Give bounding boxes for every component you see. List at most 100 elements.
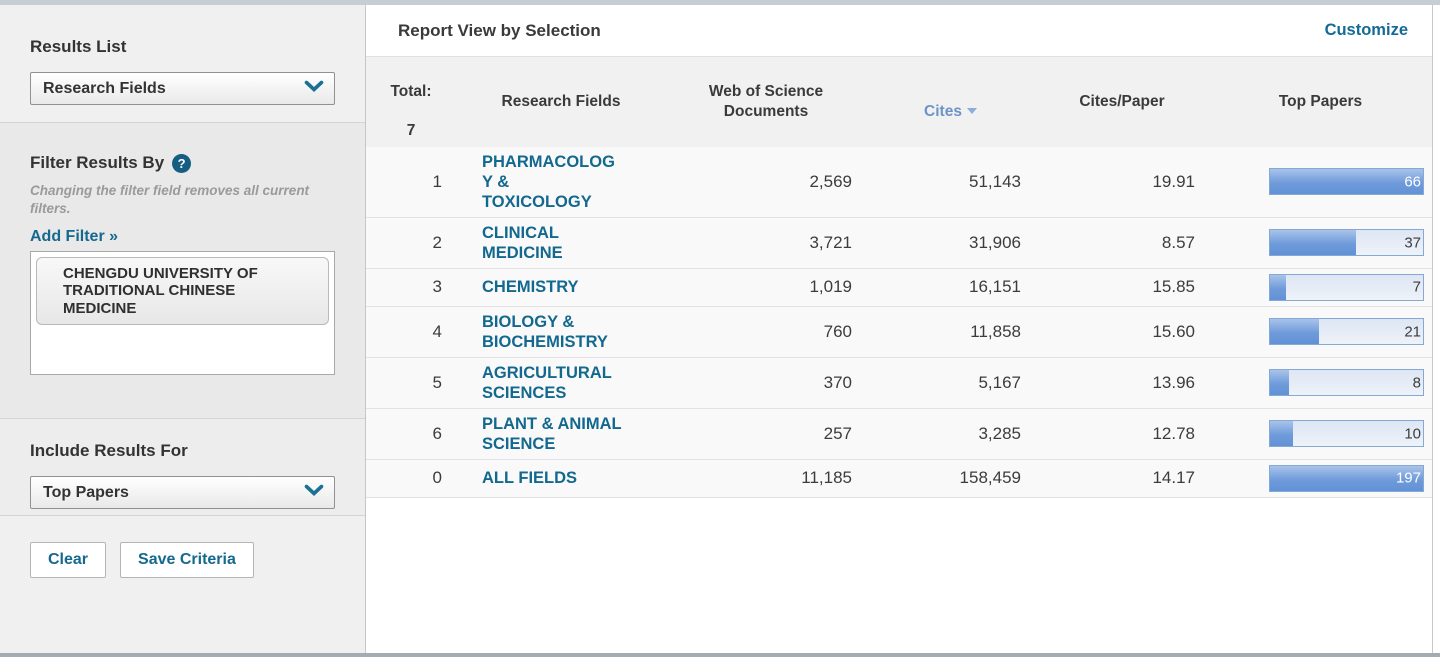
save-criteria-button[interactable]: Save Criteria <box>120 542 254 578</box>
top-papers-bar: 10 <box>1269 420 1424 447</box>
wos-documents-cell: 3,721 <box>809 232 852 252</box>
column-header-research-fields[interactable]: Research Fields <box>501 93 621 111</box>
sort-desc-icon <box>966 107 977 114</box>
wos-documents-cell: 370 <box>823 372 852 392</box>
cites-per-paper-cell: 13.96 <box>1152 372 1195 392</box>
bottom-strip <box>0 653 1440 657</box>
top-papers-value: 197 <box>1395 469 1421 487</box>
research-field-link[interactable]: BIOLOGY & BIOCHEMISTRY <box>482 312 608 351</box>
cites-per-paper-cell: 12.78 <box>1152 423 1195 443</box>
chevron-down-icon <box>304 80 324 98</box>
cites-per-paper-cell: 15.60 <box>1152 321 1195 341</box>
top-papers-bar: 7 <box>1269 273 1424 301</box>
top-papers-bar-fill <box>1270 230 1356 255</box>
column-header-cites-sorted[interactable]: Cites <box>866 82 1035 121</box>
top-papers-cell: 197 <box>1209 464 1432 492</box>
page: Results List Research Fields Filter Resu… <box>0 5 1440 653</box>
table-body: 1 PHARMACOLOG Y & TOXICOLOGY 2,569 51,14… <box>366 146 1432 498</box>
cites-cell: 158,459 <box>959 468 1021 487</box>
page-title: Report View by Selection <box>398 20 601 40</box>
top-papers-bar: 21 <box>1269 318 1424 345</box>
top-papers-bar-fill <box>1270 274 1287 300</box>
research-field-link[interactable]: ALL FIELDS <box>482 469 578 487</box>
results-list-selected-value: Research Fields <box>43 79 166 97</box>
top-papers-value: 7 <box>1412 278 1421 296</box>
research-field-link[interactable]: AGRICULTURAL SCIENCES <box>482 363 612 402</box>
top-papers-cell: 10 <box>1209 420 1432 447</box>
top-papers-cell: 37 <box>1209 229 1432 256</box>
research-field-link[interactable]: CLINICAL MEDICINE <box>482 223 563 262</box>
cites-cell: 5,167 <box>978 372 1021 392</box>
chevron-down-icon <box>304 484 324 502</box>
top-papers-value: 8 <box>1412 374 1421 391</box>
top-papers-value: 21 <box>1404 323 1421 340</box>
top-papers-bar-fill <box>1270 421 1294 446</box>
table-row: 1 PHARMACOLOG Y & TOXICOLOGY 2,569 51,14… <box>366 146 1432 218</box>
selected-filter-item[interactable]: CHENGDU UNIVERSITY OF TRADITIONAL CHINES… <box>36 257 329 326</box>
filter-sidebar: Results List Research Fields Filter Resu… <box>0 5 366 653</box>
top-papers-value: 66 <box>1404 173 1421 190</box>
cites-cell: 3,285 <box>978 423 1021 443</box>
include-results-select[interactable]: Top Papers <box>30 476 335 509</box>
rank-cell: 2 <box>432 232 442 252</box>
research-field-link[interactable]: PLANT & ANIMAL SCIENCE <box>482 414 622 453</box>
wos-documents-cell: 1,019 <box>809 277 852 296</box>
column-header-wos-documents[interactable]: Web of Science Documents <box>708 83 824 120</box>
table-header-row: Total: 7 Research Fields Web of Science … <box>366 57 1432 147</box>
customize-link[interactable]: Customize <box>1324 21 1408 39</box>
top-papers-cell: 8 <box>1209 369 1432 396</box>
cites-cell: 16,151 <box>969 277 1021 296</box>
top-papers-cell: 21 <box>1209 318 1432 345</box>
cites-per-paper-cell: 8.57 <box>1161 232 1195 252</box>
field-cell: CHEMISTRY <box>456 277 666 297</box>
top-papers-bar-fill <box>1270 319 1319 344</box>
field-cell: PLANT & ANIMAL SCIENCE <box>456 414 666 454</box>
table-row: 4 BIOLOGY & BIOCHEMISTRY 760 11,858 15.6… <box>366 306 1432 358</box>
top-papers-cell: 66 <box>1209 168 1432 195</box>
rank-cell: 6 <box>432 423 442 443</box>
actions-section: Clear Save Criteria <box>0 515 365 653</box>
filter-listbox: CHENGDU UNIVERSITY OF TRADITIONAL CHINES… <box>30 251 335 376</box>
cites-cell: 11,858 <box>970 321 1021 341</box>
table-row: 5 AGRICULTURAL SCIENCES 370 5,167 13.96 … <box>366 357 1432 409</box>
top-papers-value: 37 <box>1404 234 1421 251</box>
top-papers-bar: 197 <box>1269 464 1424 492</box>
research-field-link[interactable]: PHARMACOLOG Y & TOXICOLOGY <box>482 152 615 211</box>
cites-per-paper-cell: 14.17 <box>1152 468 1195 487</box>
table-row: 3 CHEMISTRY 1,019 16,151 15.85 7 <box>366 268 1432 307</box>
add-filter-link[interactable]: Add Filter » <box>30 228 119 246</box>
column-header-top-papers[interactable]: Top Papers <box>1278 93 1363 111</box>
field-cell: PHARMACOLOG Y & TOXICOLOGY <box>456 152 666 212</box>
top-papers-bar-fill <box>1270 370 1289 395</box>
report-header: Report View by Selection Customize <box>366 5 1432 57</box>
cites-per-paper-cell: 15.85 <box>1152 277 1195 296</box>
results-list-section: Results List Research Fields <box>0 5 365 122</box>
top-papers-bar-fill <box>1270 169 1423 194</box>
column-header-cites-per-paper[interactable]: Cites/Paper <box>1079 93 1165 111</box>
table-row: 6 PLANT & ANIMAL SCIENCE 257 3,285 12.78… <box>366 408 1432 460</box>
cites-cell: 31,906 <box>969 232 1021 252</box>
rank-cell: 0 <box>432 468 442 487</box>
top-papers-bar: 8 <box>1269 369 1424 396</box>
field-cell: CLINICAL MEDICINE <box>456 223 666 263</box>
wos-documents-cell: 257 <box>823 423 852 443</box>
top-papers-value: 10 <box>1404 425 1421 442</box>
cites-per-paper-cell: 19.91 <box>1152 171 1195 191</box>
rank-cell: 4 <box>432 321 442 341</box>
rank-cell: 1 <box>432 171 442 191</box>
include-results-section: Include Results For Top Papers <box>0 418 365 515</box>
filter-results-section: Filter Results By ? Changing the filter … <box>0 122 365 418</box>
clear-button[interactable]: Clear <box>30 542 107 578</box>
field-cell: ALL FIELDS <box>456 468 666 488</box>
results-list-heading: Results List <box>30 37 127 56</box>
help-icon[interactable]: ? <box>172 153 192 173</box>
wos-documents-cell: 11,185 <box>801 468 852 487</box>
research-field-link[interactable]: CHEMISTRY <box>482 278 579 296</box>
wos-documents-cell: 2,569 <box>809 171 852 191</box>
include-results-heading: Include Results For <box>30 441 188 460</box>
rank-cell: 5 <box>432 372 442 392</box>
total-count-header: Total: 7 <box>390 83 432 140</box>
results-list-select[interactable]: Research Fields <box>30 72 335 105</box>
top-papers-bar-fill <box>1270 465 1423 491</box>
top-papers-bar: 66 <box>1269 168 1424 195</box>
